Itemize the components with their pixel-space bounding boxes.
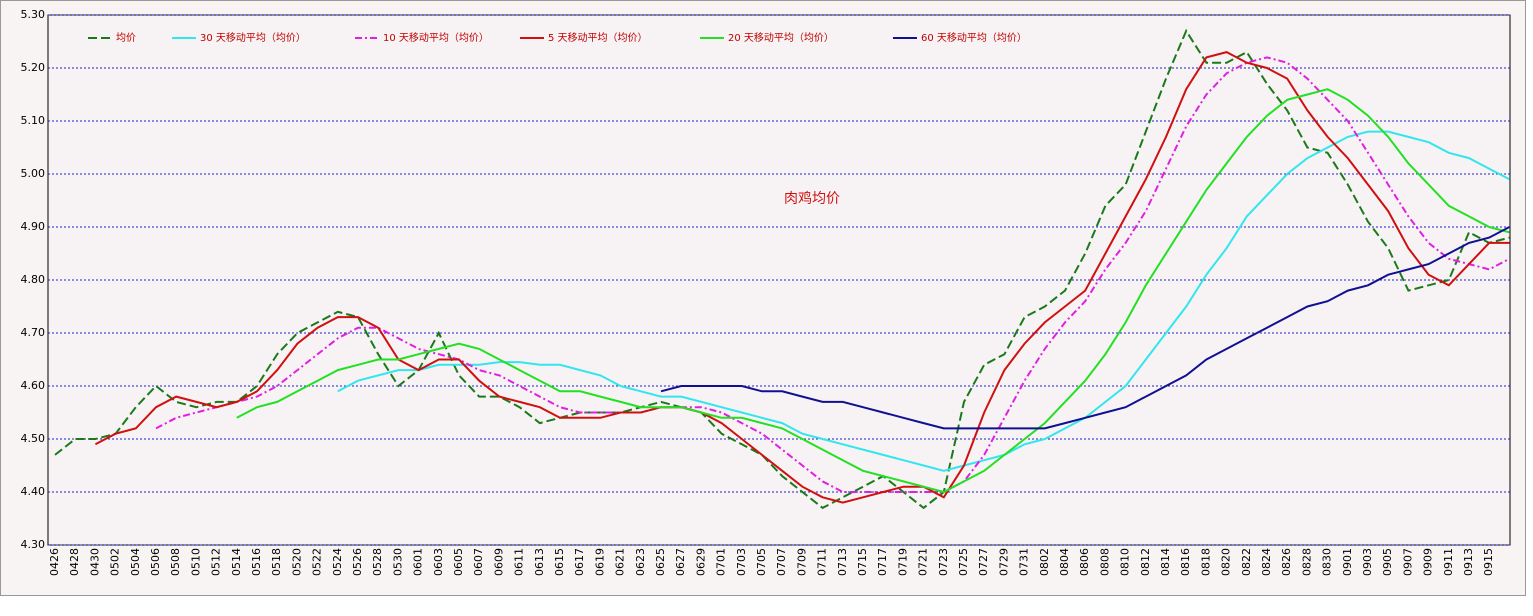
x-tick-label: 0426	[48, 548, 61, 576]
y-tick-label: 5.10	[21, 114, 46, 127]
x-tick-label: 0705	[755, 548, 768, 576]
y-tick-label: 4.60	[21, 379, 46, 392]
x-tick-label: 0621	[614, 548, 627, 576]
x-tick-label: 0911	[1442, 548, 1455, 576]
x-tick-label: 0721	[917, 548, 930, 576]
x-tick-label: 0524	[331, 548, 344, 576]
x-tick-label: 0508	[169, 548, 182, 576]
plot-area	[47, 14, 1511, 546]
legend-label: 5 天移动平均（均价）	[548, 31, 648, 44]
x-tick-label: 0504	[129, 548, 142, 576]
legend-label: 均价	[116, 32, 136, 44]
x-tick-label: 0915	[1482, 548, 1495, 576]
x-tick-label: 0522	[311, 548, 324, 576]
x-tick-label: 0824	[1260, 548, 1273, 576]
y-tick-label: 4.80	[21, 273, 46, 286]
x-tick-label: 0719	[896, 548, 909, 576]
x-tick-label: 0725	[957, 548, 970, 576]
x-tick-label: 0530	[391, 548, 404, 576]
series-line	[155, 56, 1510, 493]
x-tick-label: 0727	[977, 548, 990, 576]
legend-label: 20 天移动平均（均价）	[728, 31, 834, 44]
x-tick-label: 0627	[674, 548, 687, 576]
x-tick-label: 0717	[876, 548, 889, 576]
x-tick-label: 0909	[1422, 548, 1435, 576]
x-tick-label: 0901	[1341, 548, 1354, 576]
x-tick-label: 0619	[593, 548, 606, 576]
x-tick-label: 0816	[1179, 548, 1192, 576]
x-tick-label: 0613	[533, 548, 546, 576]
x-tick-label: 0629	[694, 548, 707, 576]
x-tick-label: 0520	[290, 548, 303, 576]
x-tick-label: 0830	[1321, 548, 1334, 576]
x-tick-label: 0625	[654, 548, 667, 576]
x-tick-label: 0802	[1038, 548, 1051, 576]
x-tick-label: 0826	[1280, 548, 1293, 576]
y-tick-label: 4.50	[21, 432, 46, 445]
x-tick-label: 0510	[189, 548, 202, 576]
x-tick-label: 0822	[1240, 548, 1253, 576]
x-tick-label: 0607	[472, 548, 485, 576]
x-tick-label: 0709	[795, 548, 808, 576]
x-tick-label: 0615	[553, 548, 566, 576]
x-tick-label: 0506	[149, 548, 162, 576]
x-tick-label: 0812	[1139, 548, 1152, 576]
x-tick-label: 0729	[997, 548, 1010, 576]
x-tick-label: 0810	[1119, 548, 1132, 576]
x-tick-label: 0623	[634, 548, 647, 576]
x-tick-label: 0605	[452, 548, 465, 576]
x-tick-label: 0818	[1199, 548, 1212, 576]
legend-label: 60 天移动平均（均价）	[921, 31, 1027, 44]
x-tick-label: 0713	[836, 548, 849, 576]
x-tick-label: 0723	[937, 548, 950, 576]
series-line	[660, 226, 1510, 430]
x-tick-label: 0611	[513, 548, 526, 576]
series-line	[54, 28, 1510, 510]
x-tick-label: 0828	[1300, 548, 1313, 576]
series-line	[94, 51, 1510, 504]
x-tick-label: 0715	[856, 548, 869, 576]
x-tick-label: 0514	[230, 548, 243, 576]
x-tick-label: 0601	[412, 548, 425, 576]
y-tick-label: 5.20	[21, 61, 46, 74]
x-tick-label: 0701	[715, 548, 728, 576]
x-tick-label: 0603	[432, 548, 445, 576]
annotation: 肉鸡均价	[784, 190, 840, 207]
x-tick-label: 0913	[1462, 548, 1475, 576]
series-line	[236, 88, 1510, 494]
x-tick-label: 0903	[1361, 548, 1374, 576]
x-tick-label: 0711	[816, 548, 829, 576]
x-tick-label: 0512	[210, 548, 223, 576]
y-tick-label: 4.70	[21, 326, 46, 339]
x-tick-label: 0731	[1018, 548, 1031, 576]
x-tick-label: 0703	[735, 548, 748, 576]
x-tick-label: 0808	[1098, 548, 1111, 576]
series-line	[337, 130, 1510, 472]
x-tick-label: 0814	[1159, 548, 1172, 576]
x-tick-label: 0516	[250, 548, 263, 576]
y-tick-label: 4.30	[21, 538, 46, 551]
x-tick-label: 0806	[1078, 548, 1091, 576]
x-tick-label: 0526	[351, 548, 364, 576]
x-tick-label: 0502	[109, 548, 122, 576]
legend-label: 30 天移动平均（均价）	[200, 31, 306, 44]
x-tick-label: 0617	[573, 548, 586, 576]
x-tick-label: 0518	[270, 548, 283, 576]
y-tick-label: 5.00	[21, 167, 46, 180]
x-tick-label: 0528	[371, 548, 384, 576]
x-tick-label: 0907	[1401, 548, 1414, 576]
y-tick-label: 5.30	[21, 8, 46, 21]
x-tick-label: 0609	[492, 548, 505, 576]
x-tick-label: 0905	[1381, 548, 1394, 576]
x-tick-label: 0707	[775, 548, 788, 576]
y-tick-label: 4.40	[21, 485, 46, 498]
y-tick-label: 4.90	[21, 220, 46, 233]
x-tick-label: 0428	[68, 548, 81, 576]
x-tick-label: 0820	[1220, 548, 1233, 576]
x-tick-label: 0804	[1058, 548, 1071, 576]
x-tick-label: 0430	[88, 548, 101, 576]
legend-label: 10 天移动平均（均价）	[383, 31, 489, 44]
